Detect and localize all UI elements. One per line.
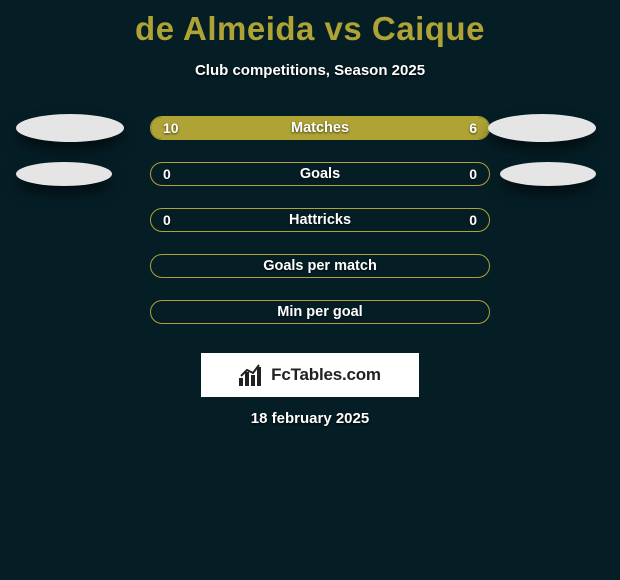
stat-row: Min per goal bbox=[10, 289, 610, 335]
player-left-photo-shadow bbox=[16, 114, 124, 142]
stat-bar: 10 Matches 6 bbox=[150, 116, 490, 140]
stat-row: 0 Goals 0 bbox=[10, 151, 610, 197]
stat-row: 0 Hattricks 0 bbox=[10, 197, 610, 243]
stat-bar: 0 Goals 0 bbox=[150, 162, 490, 186]
comparison-grid: 10 Matches 6 0 Goals 0 0 Hattricks 0 bbox=[0, 105, 620, 335]
stat-value-left: 0 bbox=[163, 209, 171, 231]
page-title: de Almeida vs Caique bbox=[0, 0, 620, 48]
attribution-text: FcTables.com bbox=[271, 365, 381, 385]
stat-value-left: 0 bbox=[163, 163, 171, 185]
stat-label: Goals per match bbox=[151, 255, 489, 277]
bars-icon bbox=[239, 364, 265, 386]
stat-bar-fill-right bbox=[361, 117, 489, 139]
attribution-badge: FcTables.com bbox=[201, 353, 419, 397]
stat-bar-fill-left bbox=[151, 117, 361, 139]
stat-value-right: 0 bbox=[469, 163, 477, 185]
stat-bar: Min per goal bbox=[150, 300, 490, 324]
stat-row: Goals per match bbox=[10, 243, 610, 289]
stat-value-right: 0 bbox=[469, 209, 477, 231]
player-left-photo-shadow bbox=[16, 162, 112, 186]
stat-row: 10 Matches 6 bbox=[10, 105, 610, 151]
player-right-photo-shadow bbox=[488, 114, 596, 142]
stat-label: Goals bbox=[151, 163, 489, 185]
stat-bar: 0 Hattricks 0 bbox=[150, 208, 490, 232]
player-right-photo-shadow bbox=[500, 162, 596, 186]
subtitle: Club competitions, Season 2025 bbox=[0, 62, 620, 79]
stat-label: Min per goal bbox=[151, 301, 489, 323]
stat-bar: Goals per match bbox=[150, 254, 490, 278]
stat-label: Hattricks bbox=[151, 209, 489, 231]
generated-date: 18 february 2025 bbox=[0, 410, 620, 427]
